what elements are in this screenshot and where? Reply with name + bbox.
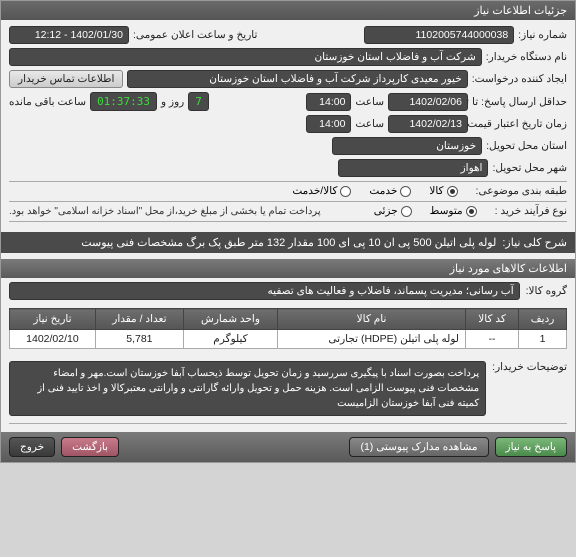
details-window: جزئیات اطلاعات نیاز شماره نیاز: 11020057… [0,0,576,463]
province-field: خوزستان [332,137,482,155]
countdown-time: 01:37:33 [90,92,157,111]
summary-section: شرح کلی نیاز: لوله پلی اتیلن 500 پی ان 1… [1,232,575,253]
announce-field: 1402/01/30 - 12:12 [9,26,129,44]
table-row[interactable]: 1 -- لوله پلی اتیلن (HDPE) تجارتی کیلوگر… [10,330,567,349]
th-date: تاریخ نیاز [10,309,96,330]
radio-icon [447,186,458,197]
radio-icon [401,206,412,217]
province-label: استان محل تحویل: [486,140,567,152]
footer-bar: پاسخ به نیاز مشاهده مدارک پیوستی (1) باز… [1,432,575,462]
cell-code: -- [465,330,518,349]
attachments-button[interactable]: مشاهده مدارک پیوستی (1) [349,437,488,457]
validity-date: 1402/02/13 [388,115,468,133]
window-titlebar: جزئیات اطلاعات نیاز [1,1,575,20]
cell-name: لوله پلی اتیلن (HDPE) تجارتی [278,330,466,349]
goods-table: ردیف کد کالا نام کالا واحد شمارش تعداد /… [9,308,567,349]
city-label: شهر محل تحویل: [492,162,567,174]
back-button[interactable]: بازگشت [61,437,119,457]
city-field: اهواز [338,159,488,177]
buyer-notes-field: پرداخت بصورت اسناد با پیگیری سررسید و زم… [9,361,486,416]
group-label: گروه کالا: [526,285,567,297]
requester-field: خیور معیدی کارپرداز شرکت آب و فاضلاب است… [127,70,467,88]
deadline-send-time: 14:00 [306,93,351,111]
contact-info-button[interactable]: اطلاعات تماس خریدار [9,70,123,88]
countdown-days: 7 [188,92,209,111]
group-field: آب رسانی؛ مدیریت پسماند، فاضلاب و فعالیت… [9,282,520,300]
deadline-send-date: 1402/02/06 [388,93,468,111]
countdown: 7 روز و 01:37:33 ساعت باقی مانده [9,92,209,111]
proc-label: نوع فرآیند خرید : [495,205,567,217]
radio-icon [466,206,477,217]
req-no-label: شماره نیاز: [518,29,567,41]
th-code: کد کالا [465,309,518,330]
buyer-label: نام دستگاه خریدار: [486,51,567,63]
summary-label: شرح کلی نیاز: [502,236,567,249]
deadline-send-label: حداقل ارسال پاسخ: تا تاریخ: [472,96,567,108]
th-row: ردیف [519,309,567,330]
announce-label: تاریخ و ساعت اعلان عمومی: [133,29,257,41]
table-header-row: ردیف کد کالا نام کالا واحد شمارش تعداد /… [10,309,567,330]
proc-note: پرداخت تمام یا بخشی از مبلغ خرید،از محل … [9,206,321,217]
goods-section-title: اطلاعات کالاهای مورد نیاز [1,259,575,278]
summary-value: لوله پلی اتیلن 500 پی ان 10 پی ای 100 مق… [81,236,496,249]
time-label-2: ساعت [355,118,384,130]
radio-icon [340,186,351,197]
cell-row: 1 [519,330,567,349]
buyer-field: شرکت آب و فاضلاب استان خوزستان [9,48,482,66]
validity-time: 14:00 [306,115,351,133]
req-no-field: 1102005744000038 [364,26,514,44]
cell-date: 1402/02/10 [10,330,96,349]
days-label: روز و [161,96,184,108]
radio-icon [400,186,411,197]
class-option-service[interactable]: خدمت [369,185,411,197]
content-area: شماره نیاز: 1102005744000038 تاریخ و ساع… [1,20,575,462]
buyer-notes-label: توضیحات خریدار: [492,361,567,373]
proc-option-medium[interactable]: متوسط [430,205,477,217]
cell-unit: کیلوگرم [183,330,277,349]
respond-button[interactable]: پاسخ به نیاز [495,437,567,457]
class-option-goods[interactable]: کالا [429,185,457,197]
th-qty: تعداد / مقدار [95,309,183,330]
proc-option-minor[interactable]: جزئی [374,205,412,217]
validity-label: زمان تاریخ اعتبار قیمت: تا تاریخ: [472,118,567,130]
class-option-both[interactable]: کالا/خدمت [292,185,351,197]
cell-qty: 5,781 [95,330,183,349]
remain-label: ساعت باقی مانده [9,96,86,108]
th-unit: واحد شمارش [183,309,277,330]
th-name: نام کالا [278,309,466,330]
time-label-1: ساعت [355,96,384,108]
class-label: طبقه بندی موضوعی: [476,185,567,197]
exit-button[interactable]: خروج [9,437,55,457]
requester-label: ایجاد کننده درخواست: [472,73,567,85]
